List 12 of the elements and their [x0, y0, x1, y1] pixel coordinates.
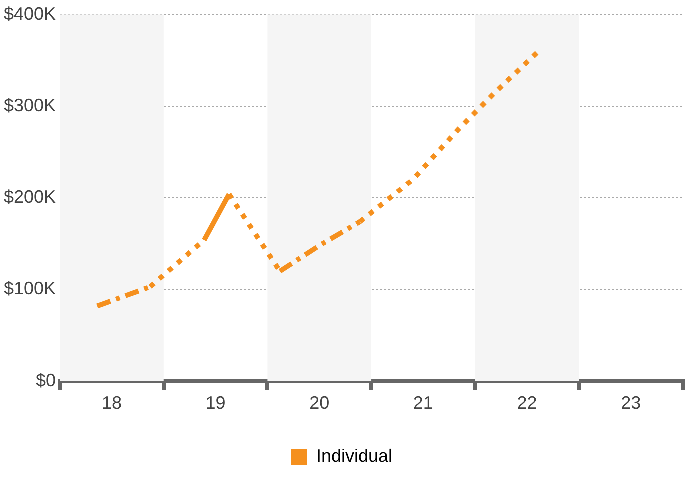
x-tick-label: 20 — [310, 393, 330, 414]
x-tick-label: 19 — [206, 393, 226, 414]
x-tick-label: 22 — [517, 393, 538, 414]
x-tick-label: 21 — [413, 393, 434, 414]
y-tick-label: $200K — [4, 187, 56, 208]
x-tick-label: 18 — [102, 393, 122, 414]
y-tick-label: $100K — [4, 278, 56, 299]
legend-label: Individual — [316, 446, 393, 466]
y-tick-label: $400K — [4, 4, 56, 24]
y-tick-label: $0 — [36, 370, 56, 390]
x-tick-label: 23 — [621, 393, 642, 414]
y-tick-label: $300K — [4, 95, 56, 116]
